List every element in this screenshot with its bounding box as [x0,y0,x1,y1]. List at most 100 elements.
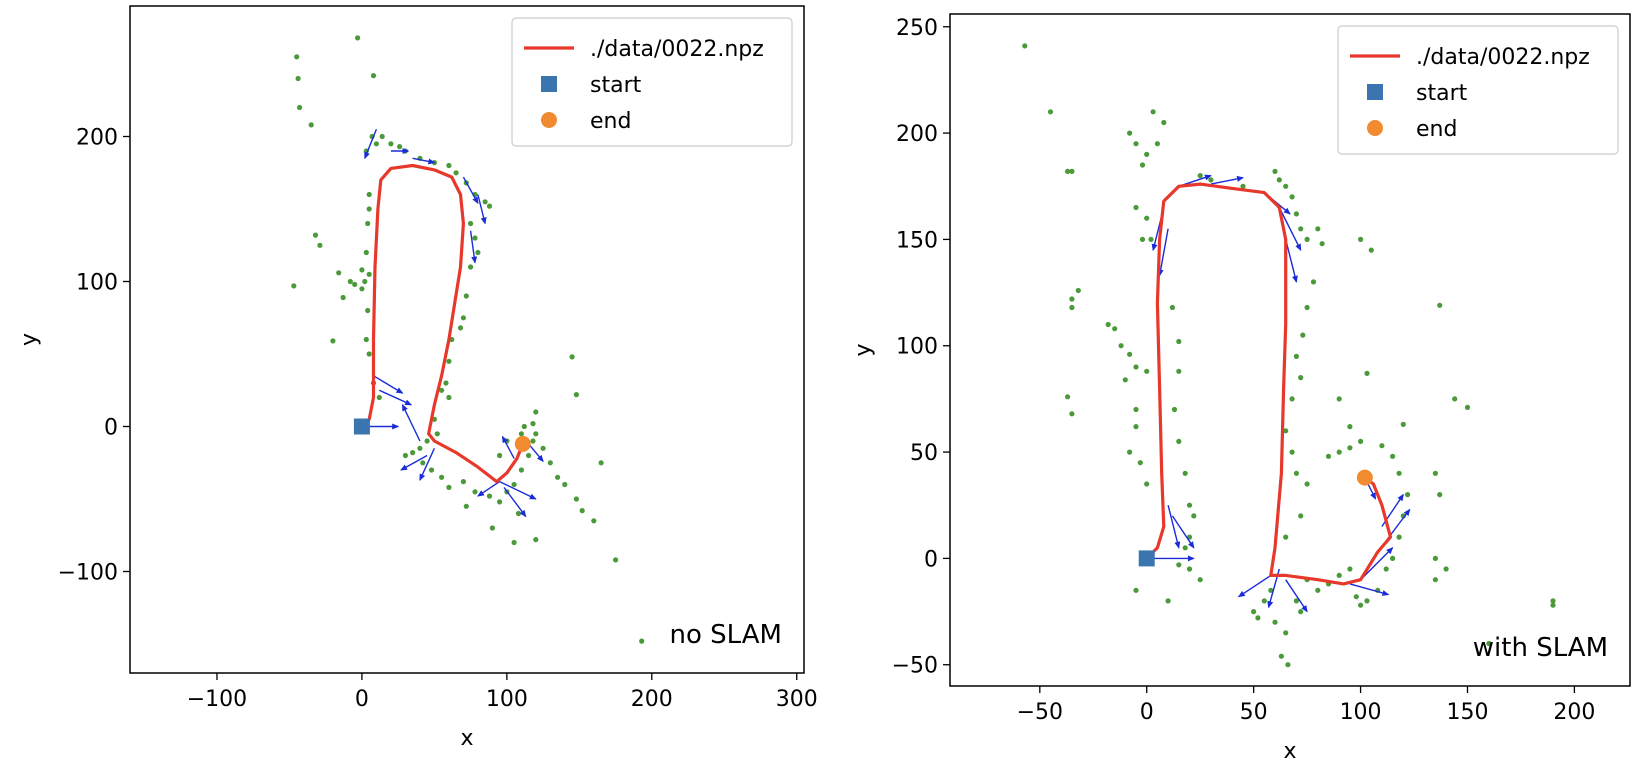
landmark-point [579,508,585,514]
landmark-point [1161,119,1167,126]
x-tick-label: 50 [1240,700,1268,725]
heading-arrow [1285,579,1308,613]
landmark-point [1127,130,1133,136]
landmark-point [1197,577,1203,583]
landmark-point [1186,502,1193,508]
landmark-point [460,479,466,485]
landmark-point [1176,438,1182,444]
x-tick-label: 300 [776,687,818,712]
legend: ./data/0022.npz start end [1337,25,1619,155]
x-tick-label: 200 [631,687,673,712]
landmark-point [1182,470,1188,476]
landmark-point [1486,640,1492,647]
landmark-point [562,481,568,488]
landmark-point [362,278,368,285]
heading-arrow [1349,583,1390,596]
landmark-point [1358,602,1364,608]
legend-box [511,17,793,147]
landmark-point [417,445,423,451]
heading-arrow [401,403,421,442]
landmark-point [1298,609,1304,615]
landmark-point [1315,226,1321,232]
landmark-point [420,460,426,466]
landmark-point [1336,449,1342,455]
x-tick-label: 0 [355,687,369,712]
landmark-point [397,144,403,150]
landmark-point [591,518,597,524]
landmark-point [379,133,385,140]
landmark-point [526,452,532,459]
landmark-point [573,392,580,398]
landmark-point [472,235,478,241]
landmark-point [365,220,371,227]
y-tick-label: 0 [924,547,938,572]
landmark-point [1285,662,1291,668]
legend-label: start [1416,81,1468,106]
landmark-point [497,499,503,505]
landmark-point [533,409,539,415]
heading-arrow [364,129,378,160]
heading-arrow [1171,515,1195,549]
x-tick-label: −50 [1017,700,1063,725]
landmark-point [1144,368,1150,374]
landmark-point [1304,236,1310,242]
landmark-point [468,264,474,270]
landmark-point [1383,566,1389,572]
landmark-point [518,431,525,437]
legend-label: end [1416,117,1457,142]
heading-arrow [419,448,436,482]
landmark-point [1347,424,1353,430]
landmark-point [1358,438,1364,444]
landmark-point [1550,602,1556,608]
legend: ./data/0022.npz start end [511,17,793,147]
heading-arrow [1237,574,1272,598]
landmark-point [295,75,301,82]
landmark-point [515,510,522,517]
heading-arrow [1278,207,1302,251]
landmark-point [555,474,561,480]
landmark-point [359,267,365,273]
x-tick-label: 150 [1446,700,1488,725]
landmark-point [1169,304,1175,311]
chart-1: −100 0 100 200 300 −100 0 100 200 x y no SLAM ./data… [17,5,818,751]
x-tick-label: 100 [1340,700,1382,725]
landmark-point [336,270,342,276]
landmark-point [1289,449,1295,455]
landmark-point [1379,443,1385,449]
landmark-point [598,460,604,466]
end-marker [1356,469,1373,486]
landmark-point [402,452,408,459]
x-tick-label: 0 [1140,700,1154,725]
landmark-point [297,104,303,111]
landmark-point [1364,370,1370,376]
landmark-point [1069,304,1075,311]
heading-arrow [400,454,428,471]
landmark-point [366,191,372,198]
plot-frame [949,13,1631,687]
landmark-point [1390,453,1396,459]
landmark-point [359,286,365,292]
landmark-point [294,54,300,60]
legend-label: ./data/0022.npz [590,37,764,62]
landmark-point [1133,587,1139,593]
landmark-point [1133,141,1139,147]
landmark-point [533,431,539,437]
y-tick-label: 250 [896,16,938,41]
landmark-point [1347,445,1353,451]
landmark-point [1069,296,1075,302]
x-axis-label: x [460,726,473,751]
landmark-point [1022,43,1028,49]
landmark-point [497,452,503,459]
landmark-point [355,35,361,41]
landmark-point [1191,513,1197,519]
landmark-point [533,537,539,543]
x-tick-label: 200 [1553,700,1595,725]
landmark-point [363,249,369,256]
heading-arrow [412,157,436,165]
y-tick-label: 100 [896,335,938,360]
landmark-point [1293,598,1299,604]
landmark-point [1298,513,1304,519]
legend-box [1337,25,1619,155]
landmark-point [1133,204,1139,211]
